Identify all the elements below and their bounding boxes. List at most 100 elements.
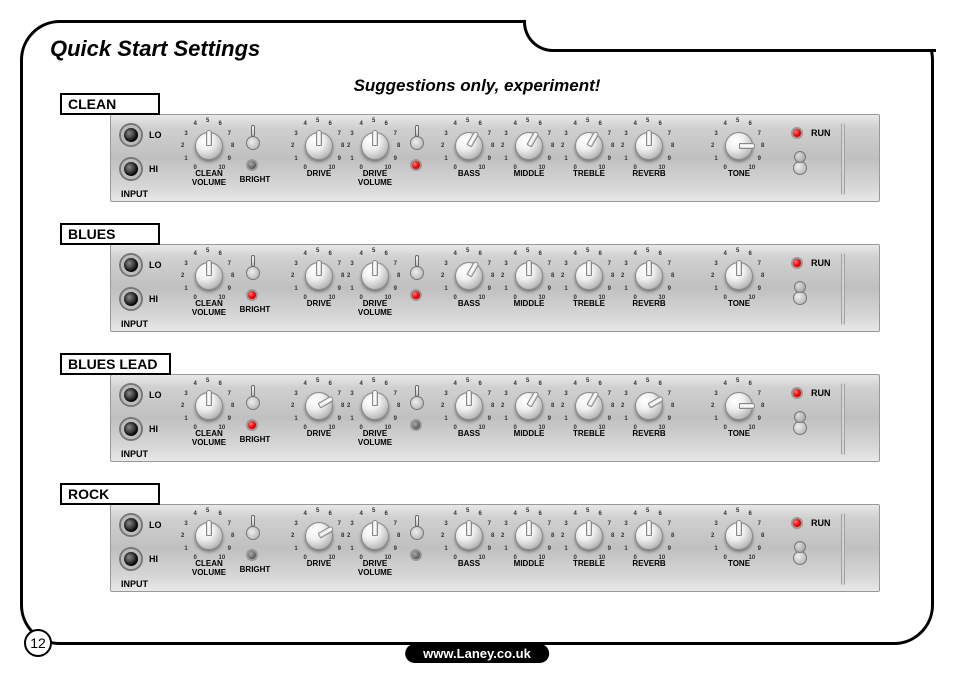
standby-switch[interactable]	[791, 411, 809, 435]
standby-switch[interactable]	[791, 281, 809, 305]
knob-bass[interactable]: 012345678910 BASS	[441, 121, 497, 178]
knob-middle[interactable]: 012345678910 MIDDLE	[501, 381, 557, 438]
drive-toggle[interactable]	[409, 127, 425, 159]
knob-tick: 0	[514, 165, 517, 171]
drive-toggle[interactable]	[409, 387, 425, 419]
knob-treble[interactable]: 012345678910 TREBLE	[561, 381, 617, 438]
knob-tick: 6	[329, 251, 332, 257]
knob-drive_volume[interactable]: 012345678910 DRIVEVOLUME	[347, 381, 403, 447]
knob-tick: 4	[514, 381, 517, 387]
knob-tick: 6	[659, 381, 662, 387]
knob-tick: 8	[341, 143, 344, 149]
knob-bass[interactable]: 012345678910 BASS	[441, 381, 497, 438]
knob-tick: 4	[194, 381, 197, 387]
input-jack-hi[interactable]	[121, 549, 141, 569]
knob-middle[interactable]: 012345678910 MIDDLE	[501, 251, 557, 308]
knob-tick: 3	[714, 261, 717, 267]
knob-tick: 0	[194, 555, 197, 561]
knob-tick: 7	[668, 261, 671, 267]
knob-tick: 1	[444, 286, 447, 292]
drive-toggle[interactable]	[409, 517, 425, 549]
knob-tick: 10	[539, 425, 546, 431]
knob-tick: 0	[514, 425, 517, 431]
knob-tick: 2	[291, 273, 294, 279]
drive-led	[410, 289, 422, 301]
knob-middle[interactable]: 012345678910 MIDDLE	[501, 511, 557, 568]
knob-drive[interactable]: 012345678910 DRIVE	[291, 121, 347, 178]
knob-tick: 8	[551, 533, 554, 539]
knob-bass[interactable]: 012345678910 BASS	[441, 251, 497, 308]
knob-tick: 6	[599, 121, 602, 127]
knob-clean_volume[interactable]: 012345678910 CLEANVOLUME	[181, 251, 237, 317]
knob-tick: 8	[231, 533, 234, 539]
knob-tick: 7	[338, 131, 341, 137]
knob-tone[interactable]: 012345678910 TONE	[711, 121, 767, 178]
knob-tick: 7	[548, 521, 551, 527]
knob-body	[635, 392, 663, 420]
knob-tick: 1	[504, 416, 507, 422]
knob-tick: 2	[291, 533, 294, 539]
standby-switch[interactable]	[791, 151, 809, 175]
knob-reverb[interactable]: 012345678910 REVERB	[621, 511, 677, 568]
knob-tick: 2	[501, 533, 504, 539]
input-jack-lo[interactable]	[121, 125, 141, 145]
knob-drive_volume[interactable]: 012345678910 DRIVEVOLUME	[347, 251, 403, 317]
knob-clean_volume[interactable]: 012345678910 CLEANVOLUME	[181, 121, 237, 187]
knob-tick: 8	[231, 273, 234, 279]
drive-toggle[interactable]	[409, 257, 425, 289]
knob-tick: 7	[608, 261, 611, 267]
input-jack-lo[interactable]	[121, 515, 141, 535]
bright-toggle[interactable]	[245, 387, 261, 419]
knob-treble[interactable]: 012345678910 TREBLE	[561, 511, 617, 568]
knob-tone[interactable]: 012345678910 TONE	[711, 251, 767, 308]
knob-drive[interactable]: 012345678910 DRIVE	[291, 251, 347, 308]
knob-tick: 3	[294, 261, 297, 267]
bright-toggle[interactable]	[245, 517, 261, 549]
knob-middle[interactable]: 012345678910 MIDDLE	[501, 121, 557, 178]
knob-tick: 10	[385, 295, 392, 301]
amp-panel: LO HI INPUT 012345678910 CLEANVOLUME BRI…	[110, 374, 880, 462]
knob-tick: 9	[608, 286, 611, 292]
input-jack-hi[interactable]	[121, 289, 141, 309]
knob-tick: 5	[646, 118, 649, 124]
knob-treble[interactable]: 012345678910 TREBLE	[561, 251, 617, 308]
knob-tick: 4	[574, 381, 577, 387]
knob-drive_volume[interactable]: 012345678910 DRIVEVOLUME	[347, 511, 403, 577]
knob-tick: 6	[479, 381, 482, 387]
knob-reverb[interactable]: 012345678910 REVERB	[621, 121, 677, 178]
knob-tick: 5	[646, 508, 649, 514]
knob-tone[interactable]: 012345678910 TONE	[711, 381, 767, 438]
knob-clean_volume[interactable]: 012345678910 CLEANVOLUME	[181, 381, 237, 447]
run-label: RUN	[811, 128, 831, 138]
input-jack-lo[interactable]	[121, 255, 141, 275]
knob-treble[interactable]: 012345678910 TREBLE	[561, 121, 617, 178]
input-jack-hi[interactable]	[121, 159, 141, 179]
knob-tick: 8	[551, 273, 554, 279]
knob-tick: 10	[659, 295, 666, 301]
knob-reverb[interactable]: 012345678910 REVERB	[621, 381, 677, 438]
knob-tick: 10	[329, 555, 336, 561]
knob-tick: 2	[347, 403, 350, 409]
knob-tick: 5	[586, 378, 589, 384]
knob-label: CLEANVOLUME	[181, 429, 237, 447]
knob-drive[interactable]: 012345678910 DRIVE	[291, 511, 347, 568]
standby-switch[interactable]	[791, 541, 809, 565]
knob-tick: 7	[548, 261, 551, 267]
knob-tick: 10	[659, 165, 666, 171]
knob-reverb[interactable]: 012345678910 REVERB	[621, 251, 677, 308]
knob-tick: 2	[711, 273, 714, 279]
knob-bass[interactable]: 012345678910 BASS	[441, 511, 497, 568]
knob-body	[195, 522, 223, 550]
knob-body	[725, 262, 753, 290]
knob-drive[interactable]: 012345678910 DRIVE	[291, 381, 347, 438]
input-jack-lo[interactable]	[121, 385, 141, 405]
bright-toggle[interactable]	[245, 257, 261, 289]
knob-tone[interactable]: 012345678910 TONE	[711, 511, 767, 568]
knob-tick: 5	[372, 118, 375, 124]
input-jack-hi[interactable]	[121, 419, 141, 439]
knob-clean_volume[interactable]: 012345678910 CLEANVOLUME	[181, 511, 237, 577]
knob-tick: 6	[385, 381, 388, 387]
bright-toggle[interactable]	[245, 127, 261, 159]
knob-drive_volume[interactable]: 012345678910 DRIVEVOLUME	[347, 121, 403, 187]
hi-label: HI	[149, 554, 158, 564]
